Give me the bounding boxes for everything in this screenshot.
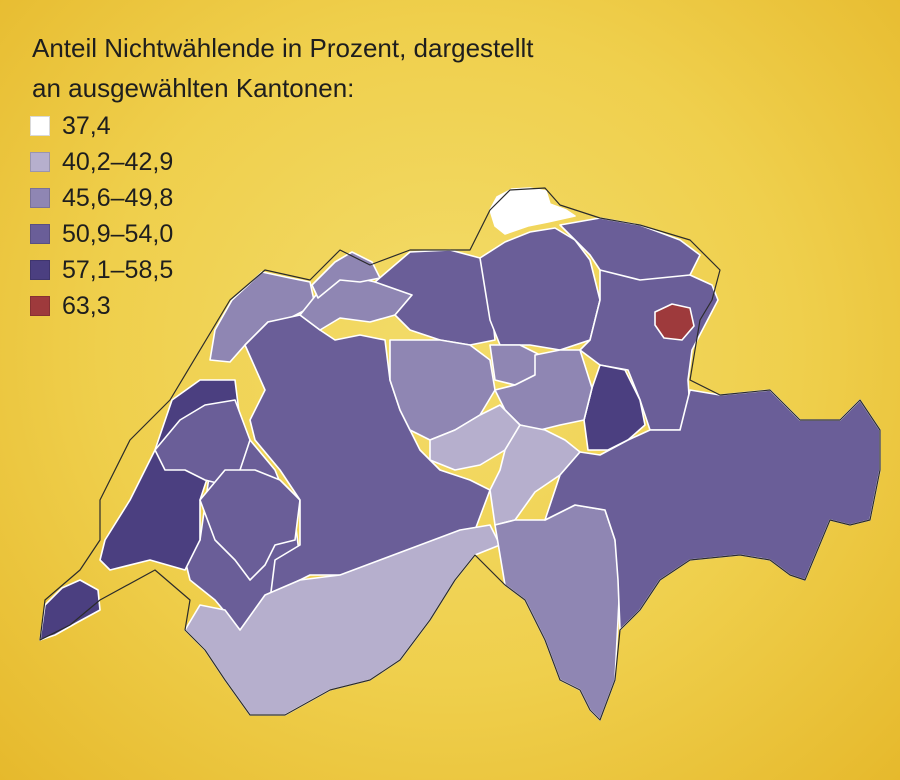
legend-swatch — [30, 188, 50, 208]
legend-label: 63,3 — [62, 291, 111, 320]
legend-label: 37,4 — [62, 111, 111, 140]
legend-label: 45,6–49,8 — [62, 183, 174, 212]
legend-swatch — [30, 152, 50, 172]
canton-ticino — [494, 504, 621, 721]
canton-fribourg — [199, 469, 301, 581]
title-line-1: Anteil Nichtwählende in Prozent, dargest… — [32, 33, 534, 63]
legend-swatch — [30, 260, 50, 280]
legend: 37,4 40,2–42,9 45,6–49,8 50,9–54,0 57,1–… — [30, 108, 173, 324]
legend-swatch — [30, 224, 50, 244]
canton-schaffhausen — [489, 187, 576, 235]
legend-item: 45,6–49,8 — [30, 180, 173, 216]
legend-label: 57,1–58,5 — [62, 255, 174, 284]
legend-label: 50,9–54,0 — [62, 219, 174, 248]
legend-item: 63,3 — [30, 288, 173, 324]
legend-item: 40,2–42,9 — [30, 144, 173, 180]
canton-appenzell-innerrhoden — [654, 303, 695, 341]
title-line-2: an ausgewählten Kantonen: — [32, 73, 355, 103]
canton-geneva — [39, 579, 101, 641]
legend-label: 40,2–42,9 — [62, 147, 174, 176]
legend-item: 37,4 — [30, 108, 173, 144]
country-outline — [39, 187, 881, 721]
map-title: Anteil Nichtwählende in Prozent, dargest… — [32, 28, 672, 108]
canton-uri — [489, 424, 581, 526]
legend-item: 50,9–54,0 — [30, 216, 173, 252]
legend-swatch — [30, 296, 50, 316]
legend-item: 57,1–58,5 — [30, 252, 173, 288]
legend-swatch — [30, 116, 50, 136]
